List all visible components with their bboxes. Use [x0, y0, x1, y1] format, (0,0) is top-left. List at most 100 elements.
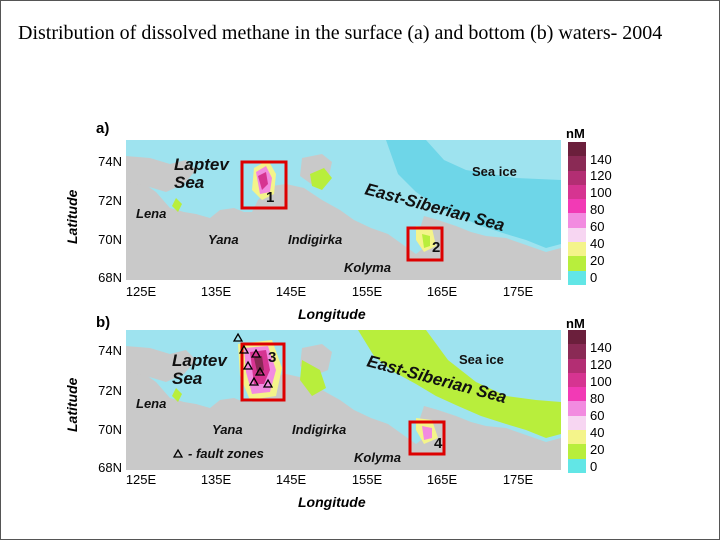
methane-patch — [172, 198, 182, 212]
colorbar-tick: 0 — [590, 270, 598, 285]
panel-a-colorbar — [568, 142, 586, 285]
colorbar-tick: 20 — [590, 442, 605, 457]
methane-patch — [310, 168, 332, 190]
study-box-3 — [240, 342, 286, 402]
fault-zone-marker — [238, 344, 250, 354]
panel-a-lon-tick: 135E — [200, 284, 232, 299]
panel-a-ylabel: Latitude — [64, 189, 80, 244]
laptev-label: Sea — [172, 369, 202, 388]
panel-b-map: Laptev Sea East-Siberian Sea Sea ice Len… — [126, 330, 561, 470]
colorbar-tick: 60 — [590, 219, 605, 234]
panel-b-unit: nM — [566, 316, 585, 331]
colorbar-tick: 40 — [590, 236, 605, 251]
panel-b-label: b) — [96, 314, 111, 331]
colorbar-segment — [568, 387, 586, 402]
river-label-lena: Lena — [136, 396, 166, 411]
colorbar-segment — [568, 358, 586, 373]
sea-ice-label: Sea ice — [472, 164, 517, 179]
colorbar-tick: 40 — [590, 425, 605, 440]
colorbar-segment — [568, 415, 586, 431]
river-label-yana: Yana — [208, 232, 239, 247]
box-number: 4 — [434, 435, 443, 452]
fault-zone-marker — [254, 366, 266, 376]
fault-zone-marker — [248, 376, 260, 386]
panel-a-lat-tick: 72N — [98, 193, 122, 208]
panel-a-lon-tick: 155E — [351, 284, 383, 299]
panel-a-lon-tick: 125E — [125, 284, 157, 299]
colorbar-tick: 60 — [590, 408, 605, 423]
panel-b-lon-tick: 145E — [275, 472, 307, 487]
colorbar-tick: 100 — [590, 185, 612, 200]
panel-a-lon-tick: 145E — [275, 284, 307, 299]
panel-a-lon-tick: 175E — [502, 284, 534, 299]
methane-patch — [422, 426, 432, 440]
sea-ice-area — [386, 140, 561, 248]
fault-zone-marker — [262, 378, 274, 388]
colorbar-segment — [568, 199, 586, 214]
fault-zone-legend-marker — [172, 448, 184, 458]
colorbar-segment — [568, 156, 586, 171]
slide-title: Distribution of dissolved methane in the… — [18, 22, 663, 44]
panel-a-map: Laptev Sea East-Siberian Sea Sea ice Len… — [126, 140, 561, 280]
panel-b-lat-tick: 68N — [98, 460, 122, 475]
river-label-indigirka: Indigirka — [292, 422, 346, 437]
panel-b-lat-tick: 72N — [98, 383, 122, 398]
river-label-indigirka: Indigirka — [288, 232, 342, 247]
methane-patch — [258, 172, 268, 190]
panel-b-lon-tick: 155E — [351, 472, 383, 487]
colorbar-segment — [568, 227, 586, 243]
island-area — [126, 346, 196, 382]
panel-b-lon-tick: 135E — [200, 472, 232, 487]
study-box-4 — [408, 420, 446, 456]
sea-ice-label: Sea ice — [459, 352, 504, 367]
panel-b-lon-tick: 125E — [125, 472, 157, 487]
colorbar-tick: 120 — [590, 168, 612, 183]
colorbar-segment — [568, 444, 586, 459]
methane-patch — [358, 330, 561, 438]
panel-b-lon-tick: 175E — [502, 472, 534, 487]
colorbar-segment — [568, 401, 586, 416]
river-label-kolyma: Kolyma — [344, 260, 391, 275]
fault-zones-legend-label: - fault zones — [188, 446, 264, 461]
colorbar-tick: 140 — [590, 152, 612, 167]
colorbar-segment — [568, 330, 586, 345]
methane-patch — [300, 360, 326, 396]
study-box-1 — [240, 160, 288, 210]
colorbar-tick: 100 — [590, 374, 612, 389]
panel-a-lat-tick: 68N — [98, 270, 122, 285]
colorbar-segment — [568, 430, 586, 445]
island-area — [126, 156, 196, 192]
panel-a-lon-tick: 165E — [426, 284, 458, 299]
colorbar-segment — [568, 142, 586, 157]
box-number: 1 — [266, 189, 274, 206]
panel-b-ylabel: Latitude — [64, 377, 80, 432]
fault-zone-marker — [250, 348, 262, 358]
methane-patch — [422, 234, 430, 248]
box-number: 3 — [268, 349, 276, 366]
methane-patch — [172, 388, 182, 402]
panel-b-lat-tick: 70N — [98, 422, 122, 437]
sea-water — [126, 330, 561, 444]
colorbar-tick: 140 — [590, 340, 612, 355]
river-label-lena: Lena — [136, 206, 166, 221]
panel-b-xlabel: Longitude — [298, 494, 366, 510]
panel-a-unit: nM — [566, 126, 585, 141]
laptev-label: Sea — [174, 173, 204, 192]
laptev-label: Laptev — [172, 351, 228, 370]
study-box-2 — [406, 226, 444, 262]
panel-b-lat-tick: 74N — [98, 343, 122, 358]
river-label-yana: Yana — [212, 422, 243, 437]
fault-zone-markers — [172, 332, 274, 458]
colorbar-segment — [568, 270, 586, 285]
panel-a-lat-tick: 70N — [98, 232, 122, 247]
colorbar-tick: 120 — [590, 357, 612, 372]
panel-b-lon-tick: 165E — [426, 472, 458, 487]
colorbar-tick: 0 — [590, 459, 598, 474]
colorbar-tick: 80 — [590, 202, 605, 217]
colorbar-segment — [568, 242, 586, 257]
fault-zone-marker — [242, 360, 254, 370]
panel-a-lat-tick: 74N — [98, 154, 122, 169]
fault-zone-marker — [232, 332, 244, 342]
colorbar-segment — [568, 256, 586, 271]
colorbar-segment — [568, 170, 586, 185]
